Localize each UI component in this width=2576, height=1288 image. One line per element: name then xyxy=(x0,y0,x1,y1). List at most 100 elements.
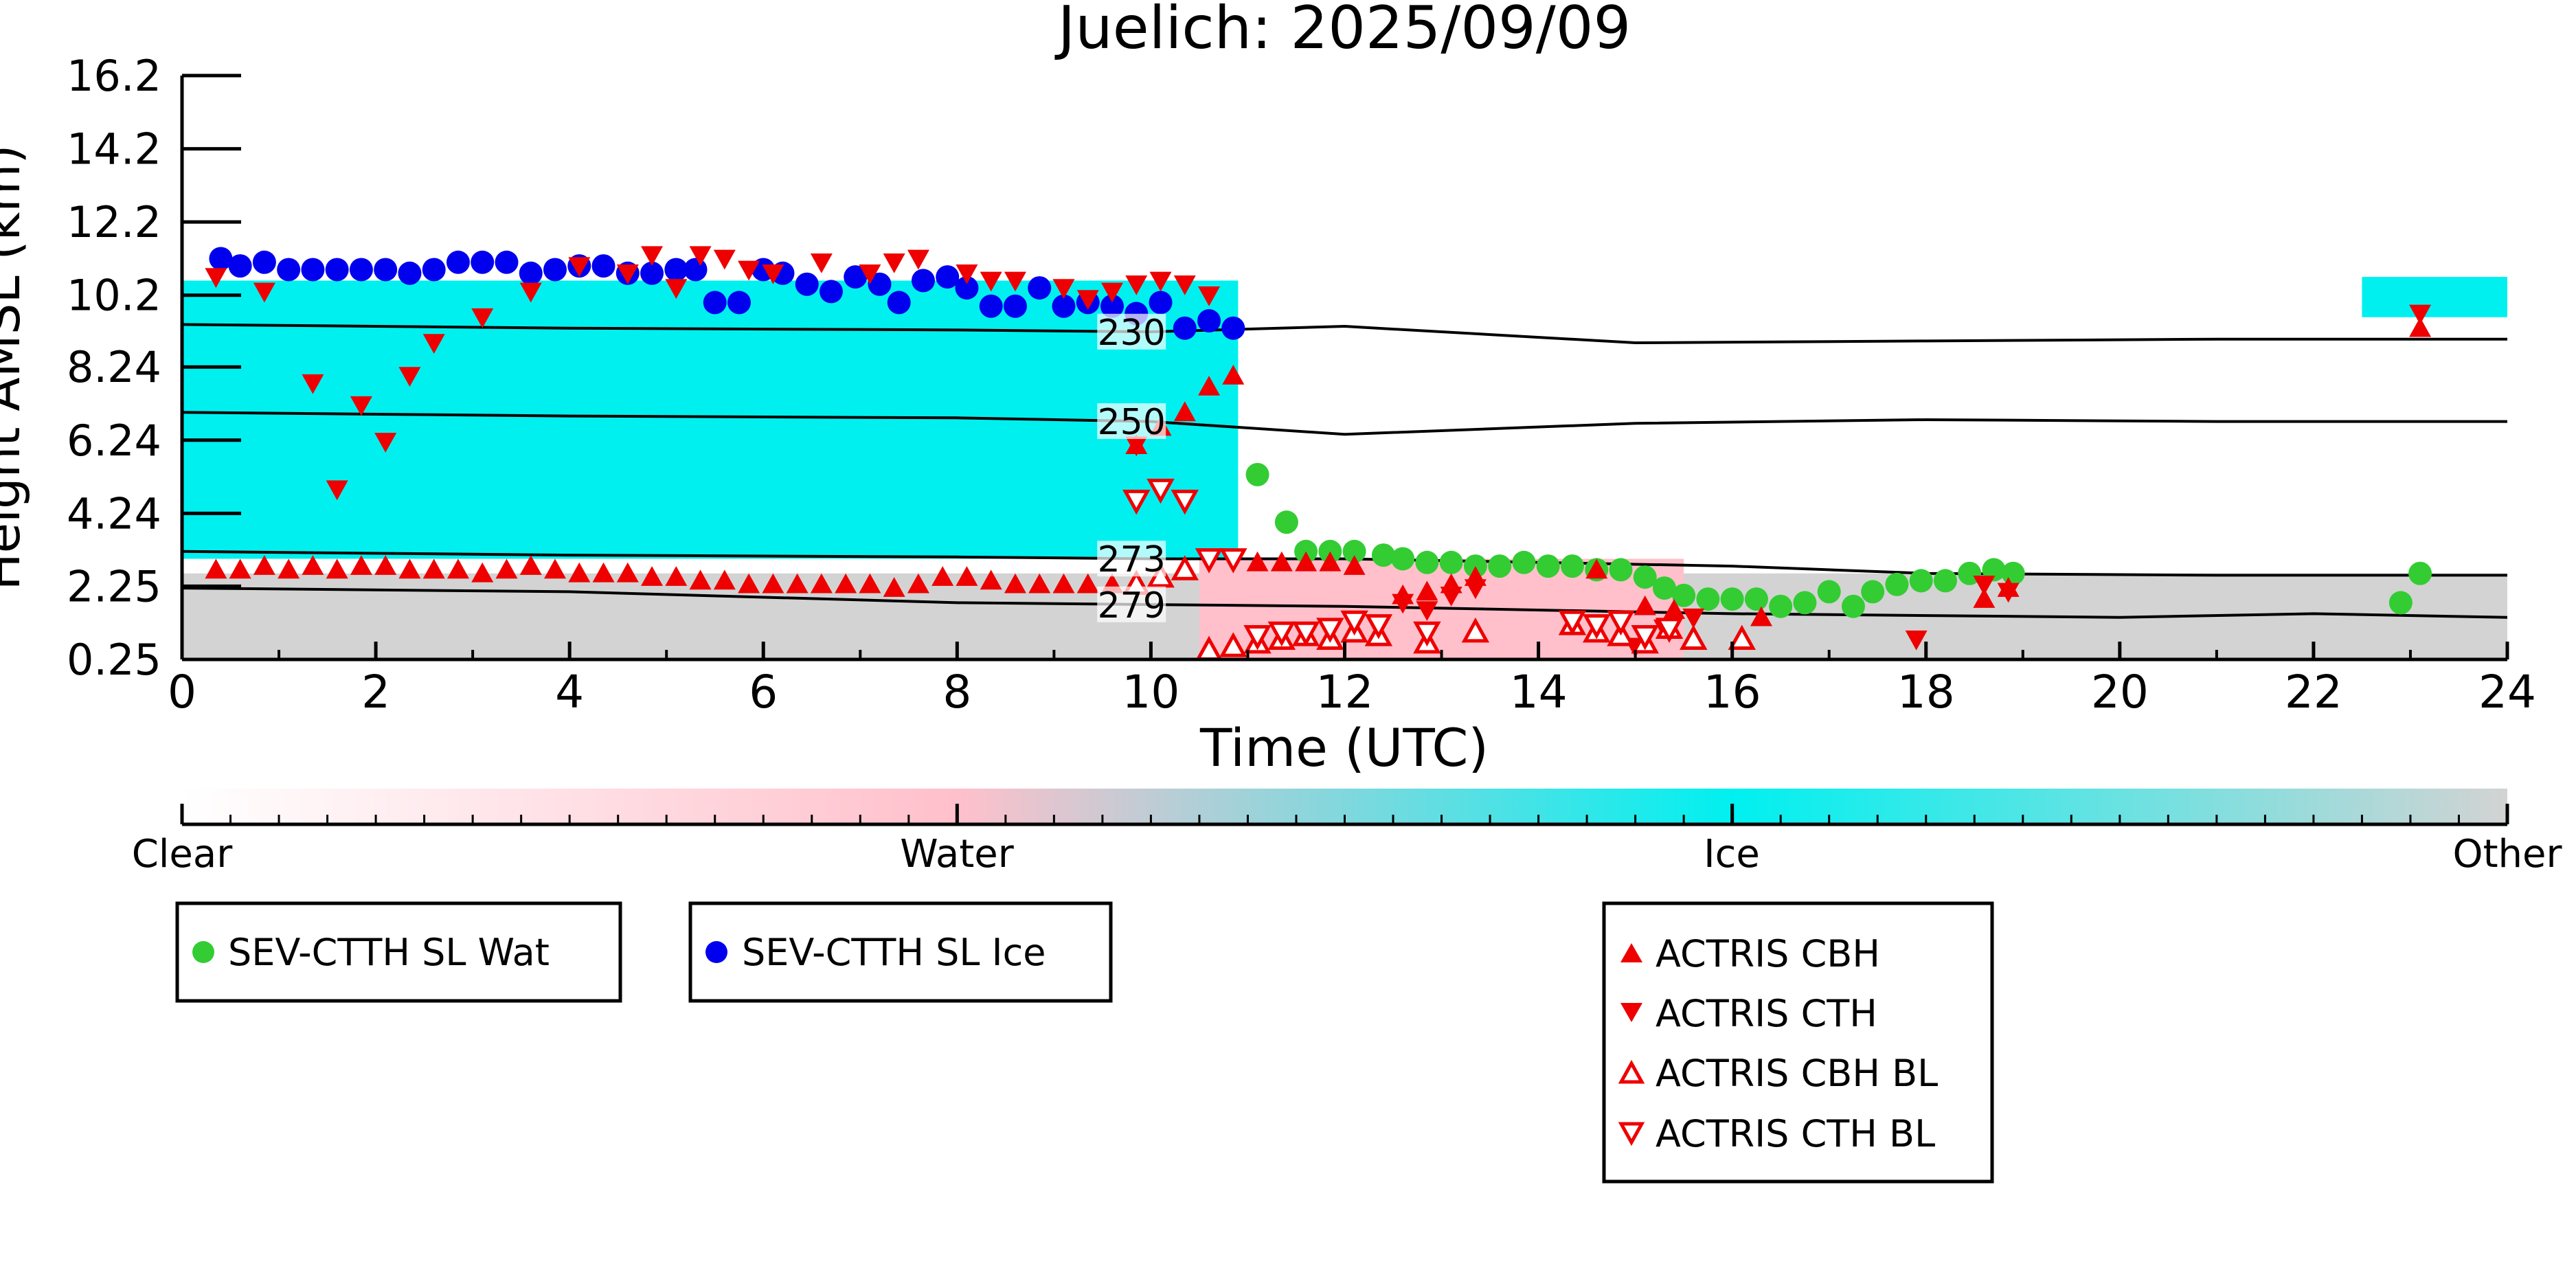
point-actris-cth xyxy=(641,246,664,267)
point-sev-ctth-sl-wat xyxy=(1609,558,1633,582)
point-actris-cth xyxy=(1440,586,1462,607)
point-sev-ctth-sl-ice xyxy=(1003,294,1027,318)
point-actris-cbh xyxy=(398,558,421,579)
point-sev-ctth-sl-ice xyxy=(911,269,935,293)
point-actris-cbh xyxy=(810,573,833,594)
point-actris-cth-bl xyxy=(1316,618,1344,643)
data-markers: 230 250 273 279 xyxy=(205,246,2432,661)
y-tick-label: 0.25 xyxy=(67,635,161,685)
isotherm-label-bg xyxy=(1097,403,1166,440)
point-actris-cbh xyxy=(592,562,615,583)
point-sev-ctth-sl-wat xyxy=(1245,462,1269,486)
point-actris-cth xyxy=(616,264,639,284)
x-axis-ticks: 0 2 4 6 8 10 12 14 16 18 20 22 24 xyxy=(168,642,2536,719)
point-actris-cth xyxy=(883,253,905,273)
legend-sev-water: SEV-CTTH SL Wat xyxy=(175,901,622,1003)
point-actris-cbh xyxy=(786,573,809,594)
point-actris-cth xyxy=(1682,608,1705,629)
point-actris-cth xyxy=(810,253,833,273)
point-actris-cbh xyxy=(568,562,591,583)
x-tick-label: 18 xyxy=(1897,666,1955,719)
point-actris-cbh xyxy=(1416,580,1438,601)
legend-entry-sev-ice: SEV-CTTH SL Ice xyxy=(742,931,1046,974)
point-actris-cbh xyxy=(956,566,978,586)
point-actris-cth-bl xyxy=(1195,548,1223,574)
point-sev-ctth-sl-ice xyxy=(349,258,373,282)
x-tick-label: 16 xyxy=(1704,666,1761,719)
point-actris-cth xyxy=(1416,601,1438,622)
isotherm-label-273: 273 xyxy=(1098,539,1166,580)
point-actris-cbh xyxy=(1222,364,1245,385)
point-sev-ctth-sl-ice xyxy=(795,272,819,296)
point-actris-cth-bl xyxy=(1364,614,1393,640)
point-sev-ctth-sl-ice xyxy=(1100,294,1124,318)
point-actris-cbh xyxy=(1663,599,1686,619)
point-actris-cbh xyxy=(1052,573,1075,594)
point-actris-cbh xyxy=(471,562,494,583)
point-sev-ctth-sl-ice xyxy=(727,291,751,315)
point-actris-cth xyxy=(1149,271,1172,292)
point-actris-cth xyxy=(205,268,227,289)
point-actris-cth xyxy=(689,246,712,267)
point-sev-ctth-sl-ice xyxy=(1221,316,1245,340)
point-sev-ctth-sl-ice xyxy=(868,272,892,296)
point-actris-cth xyxy=(1973,575,1996,596)
point-actris-cbh xyxy=(931,566,954,586)
isotherm-label-250: 250 xyxy=(1098,402,1166,443)
point-actris-cth xyxy=(422,334,445,354)
point-sev-ctth-sl-ice xyxy=(252,250,276,274)
point-actris-cth xyxy=(374,433,397,453)
point-sev-ctth-sl-wat xyxy=(2388,591,2413,615)
point-actris-cth xyxy=(907,249,929,270)
y-tick-label: 10.2 xyxy=(67,271,161,321)
point-actris-cbh xyxy=(1319,551,1342,572)
x-tick-label: 10 xyxy=(1122,666,1179,719)
point-sev-ctth-sl-wat xyxy=(1536,554,1560,578)
point-sev-ctth-sl-ice xyxy=(844,265,868,289)
x-tick-label: 6 xyxy=(749,666,778,719)
point-sev-ctth-sl-ice xyxy=(1197,309,1221,333)
isotherm-lines xyxy=(182,323,2507,619)
point-actris-cth xyxy=(471,308,494,328)
point-sev-ctth-sl-ice xyxy=(703,291,727,315)
point-actris-cth xyxy=(1173,275,1196,295)
isotherm-250 xyxy=(182,411,2507,436)
isotherm-label-bg xyxy=(1097,541,1166,577)
point-actris-cbh xyxy=(544,558,567,579)
point-sev-ctth-sl-wat xyxy=(1652,576,1676,600)
point-actris-cth-bl xyxy=(1558,610,1587,636)
point-actris-cth xyxy=(1076,290,1099,310)
legend-marker-cth-bl xyxy=(1618,1122,1645,1146)
point-actris-cth xyxy=(956,264,978,284)
point-actris-cbh xyxy=(2409,317,2432,337)
point-actris-cbh xyxy=(1246,551,1269,572)
point-actris-cbh xyxy=(835,573,857,594)
point-sev-ctth-sl-ice xyxy=(955,276,979,300)
point-sev-ctth-sl-wat xyxy=(2001,561,2025,585)
point-sev-ctth-sl-ice xyxy=(887,291,911,315)
x-tick-label: 0 xyxy=(168,666,196,719)
point-actris-cbh xyxy=(883,577,905,597)
point-actris-cth xyxy=(1392,594,1414,614)
point-actris-cth xyxy=(2409,304,2432,325)
point-actris-cbh xyxy=(1750,606,1772,626)
point-actris-cbh xyxy=(447,558,469,579)
colorbar-label-water: Water xyxy=(900,832,1015,877)
x-tick-label: 20 xyxy=(2091,666,2149,719)
point-sev-ctth-sl-wat xyxy=(1909,569,1933,593)
point-actris-cth xyxy=(713,249,736,270)
x-axis-label: Time (UTC) xyxy=(1199,717,1489,778)
y-tick-label: 4.24 xyxy=(67,488,161,539)
point-sev-ctth-sl-ice xyxy=(664,258,688,282)
point-actris-cth xyxy=(1125,436,1148,457)
legend-entry-sev-wat: SEV-CTTH SL Wat xyxy=(228,931,550,974)
point-actris-cth-bl xyxy=(1219,548,1247,574)
y-tick-label: 12.2 xyxy=(67,197,161,247)
point-sev-ctth-sl-wat xyxy=(1696,587,1720,611)
x-tick-label: 4 xyxy=(555,666,584,719)
point-actris-cbh xyxy=(859,573,881,594)
point-actris-cth xyxy=(1101,282,1123,303)
point-actris-cth-bl xyxy=(1171,489,1199,515)
y-tick-label: 14.2 xyxy=(67,124,161,174)
